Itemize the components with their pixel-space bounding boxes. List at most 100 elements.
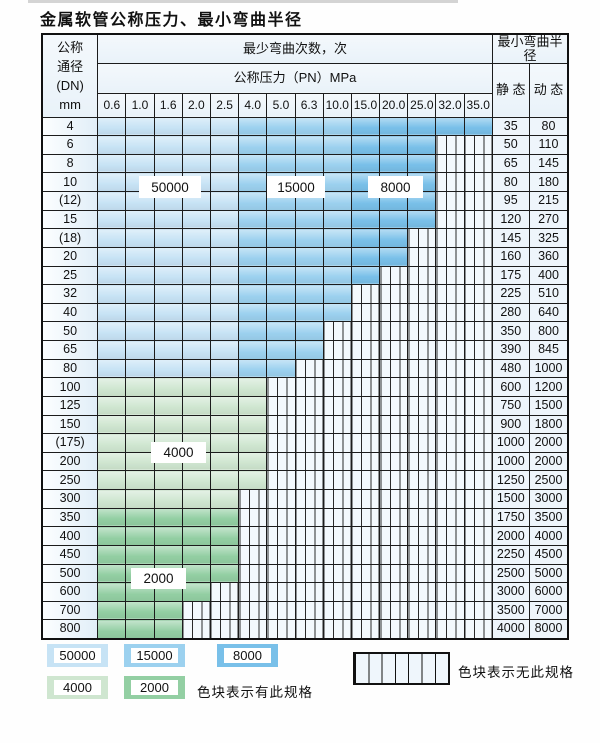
no-spec-cell xyxy=(379,470,409,490)
no-spec-cell xyxy=(238,507,268,528)
spec-cell xyxy=(266,321,296,341)
spec-cell xyxy=(125,470,155,490)
table-row: 8 65 145 xyxy=(41,153,569,174)
no-spec-cell xyxy=(350,358,381,379)
no-spec-cell xyxy=(209,619,240,639)
dynamic-cell: 4000 xyxy=(528,526,569,546)
spec-cell xyxy=(350,246,381,267)
spec-cell xyxy=(125,265,155,286)
spec-cell xyxy=(181,153,211,174)
table-row: 40 280 640 xyxy=(41,302,569,323)
no-spec-cell xyxy=(463,582,493,602)
spec-cell xyxy=(294,228,324,248)
dn-cell: 32 xyxy=(41,284,99,304)
table-row: (18) 145 325 xyxy=(41,228,569,248)
legend-color-label: 2000 xyxy=(131,680,178,695)
spec-cell xyxy=(209,544,240,565)
spec-cell xyxy=(209,284,240,304)
spec-cell xyxy=(97,321,127,341)
no-spec-cell xyxy=(463,265,493,286)
spec-cell xyxy=(125,321,155,341)
spec-cell xyxy=(153,526,183,546)
no-spec-cell xyxy=(350,377,381,397)
static-cell: 900 xyxy=(491,414,530,435)
spec-cell xyxy=(350,209,381,230)
no-spec-cell xyxy=(266,619,296,639)
spec-cell xyxy=(153,395,183,416)
dynamic-cell: 360 xyxy=(528,246,569,267)
no-spec-cell xyxy=(407,265,437,286)
spec-cell xyxy=(407,153,437,174)
pressure-table: 公称 通径 (DN) mm 最少弯曲次数，次 最小弯曲半径 公称压力（PN）MPa 静… xyxy=(41,33,570,640)
spec-cell xyxy=(266,358,296,379)
no-spec-cell xyxy=(266,377,296,397)
legend-color-box: 4000 xyxy=(47,676,108,699)
no-spec-cell xyxy=(322,358,352,379)
spec-cell xyxy=(238,209,268,230)
spec-cell xyxy=(350,153,381,174)
legend-color-box: 15000 xyxy=(124,644,185,667)
no-spec-cell xyxy=(435,209,465,230)
spec-cell xyxy=(294,265,324,286)
no-spec-cell xyxy=(435,451,465,472)
spec-cell xyxy=(209,507,240,528)
dn-cell: (175) xyxy=(41,433,99,453)
spec-cell xyxy=(153,153,183,174)
spec-cell xyxy=(153,284,183,304)
no-spec-cell xyxy=(435,470,465,490)
spec-cell xyxy=(407,135,437,155)
no-spec-cell xyxy=(294,358,324,379)
no-spec-cell xyxy=(294,433,324,453)
static-header: 静 态 xyxy=(491,62,530,118)
no-spec-cell xyxy=(350,489,381,509)
table-row: 700 3500 7000 xyxy=(41,600,569,621)
spec-cell xyxy=(350,116,381,137)
spec-cell xyxy=(322,116,352,137)
static-cell: 50 xyxy=(491,135,530,155)
no-spec-cell xyxy=(350,526,381,546)
spec-cell xyxy=(238,395,268,416)
spec-cell xyxy=(97,395,127,416)
no-spec-cell xyxy=(463,209,493,230)
spec-cell xyxy=(125,433,155,453)
spec-cell xyxy=(209,191,240,211)
dn-header-line: 公称 xyxy=(57,39,84,55)
table-row: 150 900 1800 xyxy=(41,414,569,435)
spec-cell xyxy=(181,284,211,304)
no-spec-cell xyxy=(463,246,493,267)
spec-cell xyxy=(209,433,240,453)
no-spec-cell xyxy=(266,582,296,602)
table-row: 80 480 1000 xyxy=(41,358,569,379)
spec-cell xyxy=(294,153,324,174)
spec-cell xyxy=(125,377,155,397)
spec-cell xyxy=(181,395,211,416)
pressure-value-header: 1.0 xyxy=(125,92,155,118)
static-cell: 280 xyxy=(491,302,530,323)
no-spec-cell xyxy=(322,340,352,360)
spec-cell xyxy=(322,302,352,323)
spec-cell xyxy=(209,340,240,360)
pressure-table-grid: 公称 通径 (DN) mm 最少弯曲次数，次 最小弯曲半径 公称压力（PN）MPa 静… xyxy=(41,33,570,640)
table-row: 400 2000 4000 xyxy=(41,526,569,546)
no-spec-cell xyxy=(435,544,465,565)
spec-cell xyxy=(238,153,268,174)
no-spec-cell xyxy=(435,395,465,416)
scan-artifact-strip xyxy=(28,0,458,3)
dynamic-cell: 1200 xyxy=(528,377,569,397)
no-spec-cell xyxy=(435,507,465,528)
legend-color-label: 50000 xyxy=(54,648,101,663)
spec-cell xyxy=(125,135,155,155)
spec-cell xyxy=(153,414,183,435)
dn-cell: 300 xyxy=(41,489,99,509)
legend-color-label: 8000 xyxy=(224,648,271,663)
no-spec-cell xyxy=(266,433,296,453)
spec-cell xyxy=(209,377,240,397)
spec-cell xyxy=(181,526,211,546)
no-spec-cell xyxy=(435,302,465,323)
dn-cell: 400 xyxy=(41,526,99,546)
no-spec-cell xyxy=(322,600,352,621)
table-row: 50 350 800 xyxy=(41,321,569,341)
spec-cell xyxy=(97,544,127,565)
no-spec-cell xyxy=(294,489,324,509)
no-spec-cell xyxy=(407,358,437,379)
